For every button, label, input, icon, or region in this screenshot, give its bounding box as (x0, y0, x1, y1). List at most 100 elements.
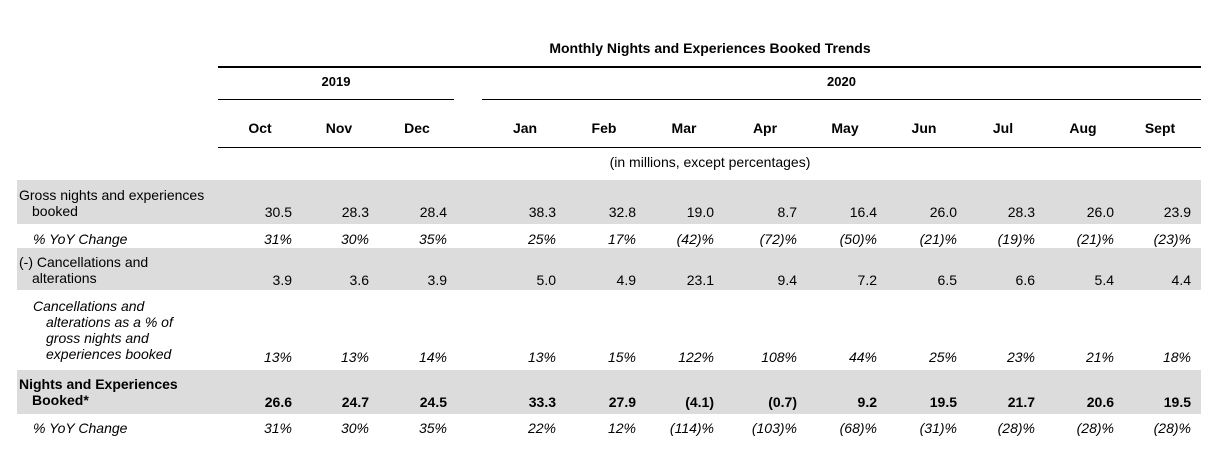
row-label: Cancellations and alterations as a % of gr… (33, 298, 173, 362)
table-cell: 21% (1085, 349, 1114, 365)
table-title: Monthly Nights and Experiences Booked Tr… (549, 40, 871, 56)
table-cell: (21)% (1076, 231, 1114, 247)
rule-2020 (482, 99, 1201, 100)
table-cell: 26.6 (264, 394, 292, 410)
table-cell: 3.6 (349, 272, 369, 288)
table-cell: 23% (1006, 349, 1035, 365)
row-label-line: alterations (32, 270, 97, 286)
table-cell: 25% (527, 231, 556, 247)
table-cell: (28)% (1153, 420, 1191, 436)
row-label: Nights and Experiences Booked* (19, 376, 178, 408)
row-label: % YoY Change (33, 231, 127, 247)
table-cell: 4.4 (1171, 272, 1191, 288)
table-cell: 122% (678, 349, 714, 365)
table-cell: 9.4 (777, 272, 797, 288)
table-cell: 14% (418, 349, 447, 365)
row-label: % YoY Change (33, 420, 127, 436)
year-2020: 2020 (827, 74, 856, 89)
row-label-line: Cancellations and (33, 298, 145, 314)
month-header: Aug (1069, 120, 1097, 136)
table-cell: 8.7 (777, 204, 797, 220)
row-label-line: experiences booked (46, 346, 172, 362)
table-cell: 3.9 (272, 272, 292, 288)
rule-2019 (218, 99, 454, 100)
table-cell: 6.6 (1015, 272, 1035, 288)
month-header: Feb (591, 120, 617, 136)
table-cell: 3.9 (427, 272, 447, 288)
table-cell: 24.7 (341, 394, 369, 410)
table-cell: 13% (527, 349, 556, 365)
row-band-net (17, 370, 1201, 414)
table-cell: (19)% (997, 231, 1035, 247)
table-cell: 28.3 (1007, 204, 1035, 220)
month-header: Oct (248, 120, 272, 136)
month-header: Jan (512, 120, 538, 136)
table-cell: 30% (340, 231, 369, 247)
table-cell: 5.0 (536, 272, 556, 288)
table-cell: 16.4 (849, 204, 877, 220)
row-band-cancellations (17, 248, 1201, 290)
table-cell: 27.9 (608, 394, 636, 410)
table-cell: 12% (607, 420, 636, 436)
table-cell: 13% (263, 349, 292, 365)
table-cell: (114)% (669, 420, 714, 436)
year-2019: 2019 (321, 74, 351, 89)
row-label: (-) Cancellations and alterations (19, 254, 148, 286)
table-cell: (4.1) (685, 394, 714, 410)
table-cell: (0.7) (768, 394, 797, 410)
table-cell: (21)% (919, 231, 957, 247)
table-cell: 26.0 (1086, 204, 1114, 220)
table-cell: 30.5 (264, 204, 292, 220)
row-label-line: alterations as a % of (46, 314, 173, 330)
table-cell: 23.9 (1163, 204, 1191, 220)
row-band-gross (17, 180, 1201, 224)
table-cell: 26.0 (929, 204, 957, 220)
table-cell: 4.9 (616, 272, 636, 288)
table-cell: 35% (418, 420, 447, 436)
rule-header-bottom (218, 147, 1201, 148)
table-cell: (42)% (676, 231, 714, 247)
table-cell: 19.5 (929, 394, 957, 410)
table-cell: 108% (761, 349, 797, 365)
table-cell: (50)% (839, 231, 877, 247)
table-cell: 35% (418, 231, 447, 247)
table-cell: 44% (848, 349, 877, 365)
row-label-line: gross nights and (46, 330, 149, 346)
row-label: Gross nights and experiences booked (19, 187, 204, 219)
table-cell: (68)% (839, 420, 877, 436)
table-cell: (72)% (759, 231, 797, 247)
table-cell: 28.4 (419, 204, 447, 220)
table-cell: (28)% (997, 420, 1035, 436)
month-header: Jul (992, 120, 1014, 136)
table-cell: 33.3 (528, 394, 556, 410)
table-cell: 28.3 (341, 204, 369, 220)
table-cell: (31)% (919, 420, 957, 436)
rule-top (218, 66, 1201, 68)
table-cell: (28)% (1076, 420, 1114, 436)
table-cell: 32.8 (608, 204, 636, 220)
month-header: Dec (404, 120, 430, 136)
row-label-line: (-) Cancellations and (19, 254, 149, 270)
table-cell: 22% (527, 420, 556, 436)
table-cell: 17% (607, 231, 636, 247)
month-header: Nov (325, 120, 353, 136)
row-label-line: % YoY Change (33, 420, 128, 436)
table-cell: (103)% (751, 420, 797, 436)
units-note: (in millions, except percentages) (609, 154, 811, 170)
table-cell: 31% (263, 420, 292, 436)
table-cell: 23.1 (686, 272, 714, 288)
table-cell: 13% (340, 349, 369, 365)
table-cell: (23)% (1153, 231, 1191, 247)
month-header: Apr (752, 120, 778, 136)
table-cell: 20.6 (1086, 394, 1114, 410)
table-cell: 7.2 (857, 272, 877, 288)
month-header: May (831, 120, 859, 136)
month-header: Mar (671, 120, 697, 136)
row-label-line: Booked* (32, 392, 89, 408)
table-cell: 21.7 (1007, 394, 1035, 410)
row-label-line: Gross nights and experiences (19, 187, 205, 203)
table-cell: 19.0 (686, 204, 714, 220)
table-cell: 25% (928, 349, 957, 365)
table-cell: 18% (1162, 349, 1191, 365)
table-cell: 19.5 (1163, 394, 1191, 410)
